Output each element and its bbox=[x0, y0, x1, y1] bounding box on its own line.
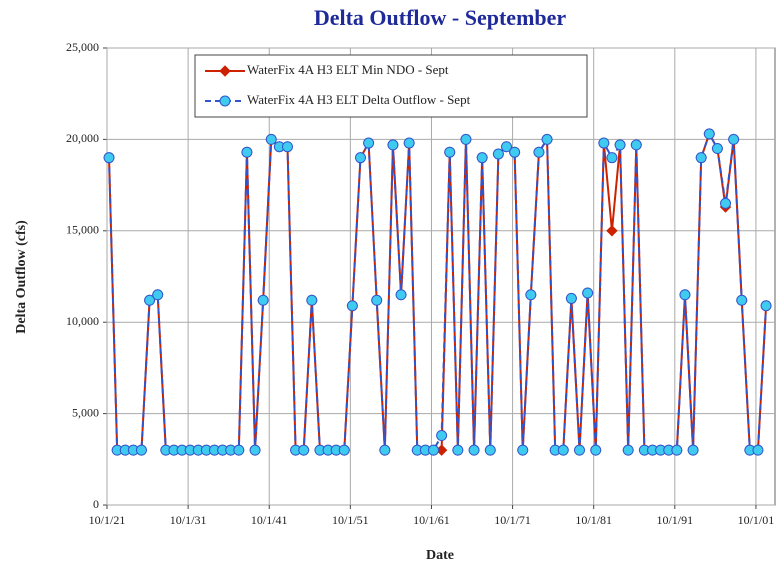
plot-area bbox=[106, 47, 776, 506]
legend-marker bbox=[219, 65, 231, 77]
data-point bbox=[590, 444, 602, 456]
data-point bbox=[103, 152, 115, 164]
data-point bbox=[728, 133, 740, 145]
data-point bbox=[501, 141, 513, 153]
data-point bbox=[298, 444, 310, 456]
data-point bbox=[395, 289, 407, 301]
data-point bbox=[606, 152, 618, 164]
data-point bbox=[265, 133, 277, 145]
data-point bbox=[444, 146, 456, 158]
x-tick-label: 10/1/21 bbox=[89, 513, 126, 527]
x-tick-label: 10/1/61 bbox=[413, 513, 450, 527]
data-point bbox=[614, 139, 626, 151]
data-point bbox=[427, 444, 439, 456]
legend-box bbox=[194, 54, 588, 118]
data-point bbox=[436, 430, 448, 442]
y-tick-label: 5,000 bbox=[72, 405, 99, 419]
data-point bbox=[460, 133, 472, 145]
data-point bbox=[760, 300, 772, 312]
data-point bbox=[736, 294, 748, 306]
chart-title: Delta Outflow - September bbox=[314, 5, 567, 30]
data-point bbox=[679, 289, 691, 301]
data-point bbox=[582, 287, 594, 299]
x-tick-label: 10/1/81 bbox=[575, 513, 612, 527]
data-point bbox=[346, 300, 358, 312]
x-tick-label: 10/1/71 bbox=[494, 513, 531, 527]
data-point bbox=[492, 148, 504, 160]
data-point bbox=[525, 289, 537, 301]
y-tick-label: 0 bbox=[93, 497, 99, 511]
legend-label: WaterFix 4A H3 ELT Delta Outflow - Sept bbox=[247, 92, 471, 107]
data-point bbox=[752, 444, 764, 456]
data-point bbox=[354, 152, 366, 164]
data-point bbox=[695, 152, 707, 164]
legend-label: WaterFix 4A H3 ELT Min NDO - Sept bbox=[247, 62, 449, 77]
x-axis-label: Date bbox=[426, 548, 454, 563]
data-point bbox=[363, 137, 375, 149]
data-point bbox=[557, 444, 569, 456]
data-point bbox=[541, 133, 553, 145]
data-point bbox=[622, 444, 634, 456]
data-point bbox=[281, 141, 293, 153]
data-point bbox=[249, 444, 261, 456]
data-point bbox=[403, 137, 415, 149]
data-point bbox=[468, 444, 480, 456]
data-point bbox=[606, 225, 618, 237]
data-point bbox=[476, 152, 488, 164]
data-point bbox=[387, 139, 399, 151]
data-point bbox=[565, 292, 577, 304]
data-point bbox=[711, 143, 723, 155]
data-point bbox=[509, 146, 521, 158]
x-tick-label: 10/1/31 bbox=[170, 513, 207, 527]
data-point bbox=[233, 444, 245, 456]
x-tick-label: 10/1/51 bbox=[332, 513, 369, 527]
data-point bbox=[306, 294, 318, 306]
y-tick-label: 20,000 bbox=[66, 131, 99, 145]
y-axis-label: Delta Outflow (cfs) bbox=[14, 220, 29, 334]
data-point bbox=[671, 444, 683, 456]
legend-marker bbox=[219, 95, 231, 107]
data-point bbox=[598, 137, 610, 149]
x-tick-label: 10/1/41 bbox=[251, 513, 288, 527]
data-point bbox=[135, 444, 147, 456]
data-point bbox=[720, 197, 732, 209]
x-tick-label: 10/1/91 bbox=[656, 513, 693, 527]
y-tick-label: 10,000 bbox=[66, 314, 99, 328]
x-tick-label: 10/1/01 bbox=[738, 513, 775, 527]
data-point bbox=[533, 146, 545, 158]
data-point bbox=[152, 289, 164, 301]
data-point bbox=[517, 444, 529, 456]
data-point bbox=[687, 444, 699, 456]
y-tick-label: 25,000 bbox=[66, 40, 99, 54]
y-tick-label: 15,000 bbox=[66, 223, 99, 237]
data-point bbox=[703, 128, 715, 140]
data-point bbox=[379, 444, 391, 456]
data-point bbox=[257, 294, 269, 306]
data-point bbox=[630, 139, 642, 151]
data-point bbox=[144, 294, 156, 306]
data-point bbox=[338, 444, 350, 456]
data-point bbox=[484, 444, 496, 456]
data-point bbox=[241, 146, 253, 158]
data-point bbox=[574, 444, 586, 456]
data-point bbox=[452, 444, 464, 456]
data-point bbox=[371, 294, 383, 306]
